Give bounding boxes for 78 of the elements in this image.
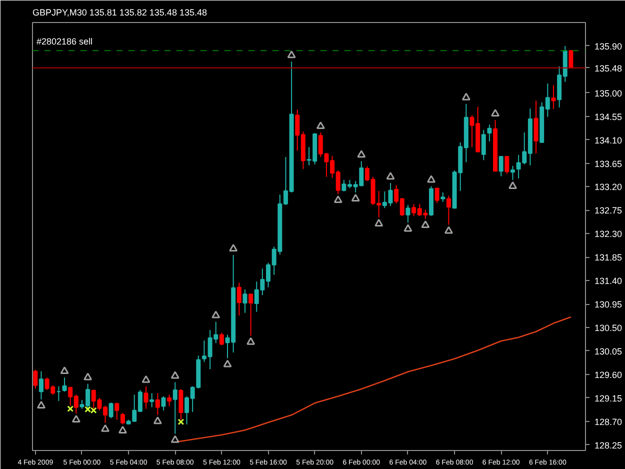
y-tick-label: 133.20 — [594, 182, 622, 192]
y-tick-label: 132.30 — [594, 229, 622, 240]
candlestick — [406, 204, 410, 224]
y-tick-label: 130.50 — [594, 322, 622, 333]
candlestick — [568, 50, 574, 68]
candlestick — [150, 392, 154, 408]
point — [170, 435, 180, 443]
point — [67, 406, 74, 412]
candlestick — [172, 382, 178, 434]
candlestick — [236, 282, 242, 316]
point — [334, 195, 342, 204]
point — [72, 414, 80, 423]
point — [508, 181, 517, 189]
point — [357, 150, 366, 158]
candlestick — [534, 100, 538, 154]
chart-title: GBPJPY,M30 135.81 135.82 135.48 135.48 — [32, 8, 207, 18]
y-tick-label: 132.75 — [594, 206, 622, 216]
point — [142, 375, 150, 383]
candlestick — [242, 288, 248, 314]
ref-line-label: #2802186 sell — [36, 36, 93, 47]
y-tick-label: 128.25 — [594, 440, 622, 450]
y-tick-label: 134.10 — [594, 135, 622, 146]
point — [421, 220, 430, 228]
point — [84, 372, 92, 380]
point — [36, 400, 46, 408]
y-tick-label: 135.90 — [594, 41, 622, 52]
y-tick-label: 135.48 — [594, 63, 622, 74]
point — [223, 360, 232, 368]
candlestick — [155, 392, 160, 416]
candlestick — [120, 412, 125, 425]
point — [386, 172, 395, 180]
point — [287, 50, 296, 58]
candlestick — [498, 155, 504, 177]
point — [351, 194, 360, 202]
candlestick — [144, 386, 148, 410]
y-tick-label: 134.55 — [594, 112, 622, 122]
point — [404, 224, 412, 232]
y-tick-label: 133.65 — [594, 158, 622, 169]
point — [60, 366, 69, 374]
candlestick — [161, 396, 166, 411]
point — [444, 226, 453, 234]
candlestick — [248, 294, 254, 336]
point — [170, 371, 180, 379]
point — [101, 424, 110, 432]
y-tick-label: 129.60 — [594, 370, 622, 380]
candlestick — [434, 187, 440, 204]
candlestick — [481, 129, 486, 161]
candlestick — [440, 192, 446, 202]
point — [491, 108, 500, 116]
y-tick-label: 130.95 — [594, 300, 622, 310]
candlestick — [167, 394, 172, 407]
y-tick-label: 131.85 — [594, 252, 622, 263]
candlestick — [38, 370, 44, 400]
candlestick — [33, 369, 38, 389]
candlestick — [487, 124, 492, 142]
candlestick — [114, 402, 120, 420]
point — [229, 244, 238, 252]
point — [246, 337, 256, 345]
candlestick — [551, 84, 556, 110]
candlestick — [108, 402, 114, 419]
y-tick-label: 129.15 — [594, 393, 622, 404]
point — [374, 218, 384, 226]
candlestick — [510, 165, 515, 180]
point — [153, 416, 162, 424]
y-tick-label: 128.70 — [594, 416, 622, 427]
point — [212, 310, 220, 318]
candlestick — [504, 155, 510, 174]
y-tick-label: 131.40 — [594, 276, 622, 286]
candlestick — [219, 332, 224, 346]
point — [178, 418, 184, 426]
y-tick-label: 135.00 — [594, 88, 622, 98]
y-tick-label: 130.05 — [594, 346, 622, 356]
point — [426, 175, 436, 183]
point — [118, 426, 127, 434]
point — [462, 92, 470, 100]
candlestick — [446, 195, 451, 226]
point — [316, 121, 325, 130]
candlestick — [62, 377, 67, 392]
